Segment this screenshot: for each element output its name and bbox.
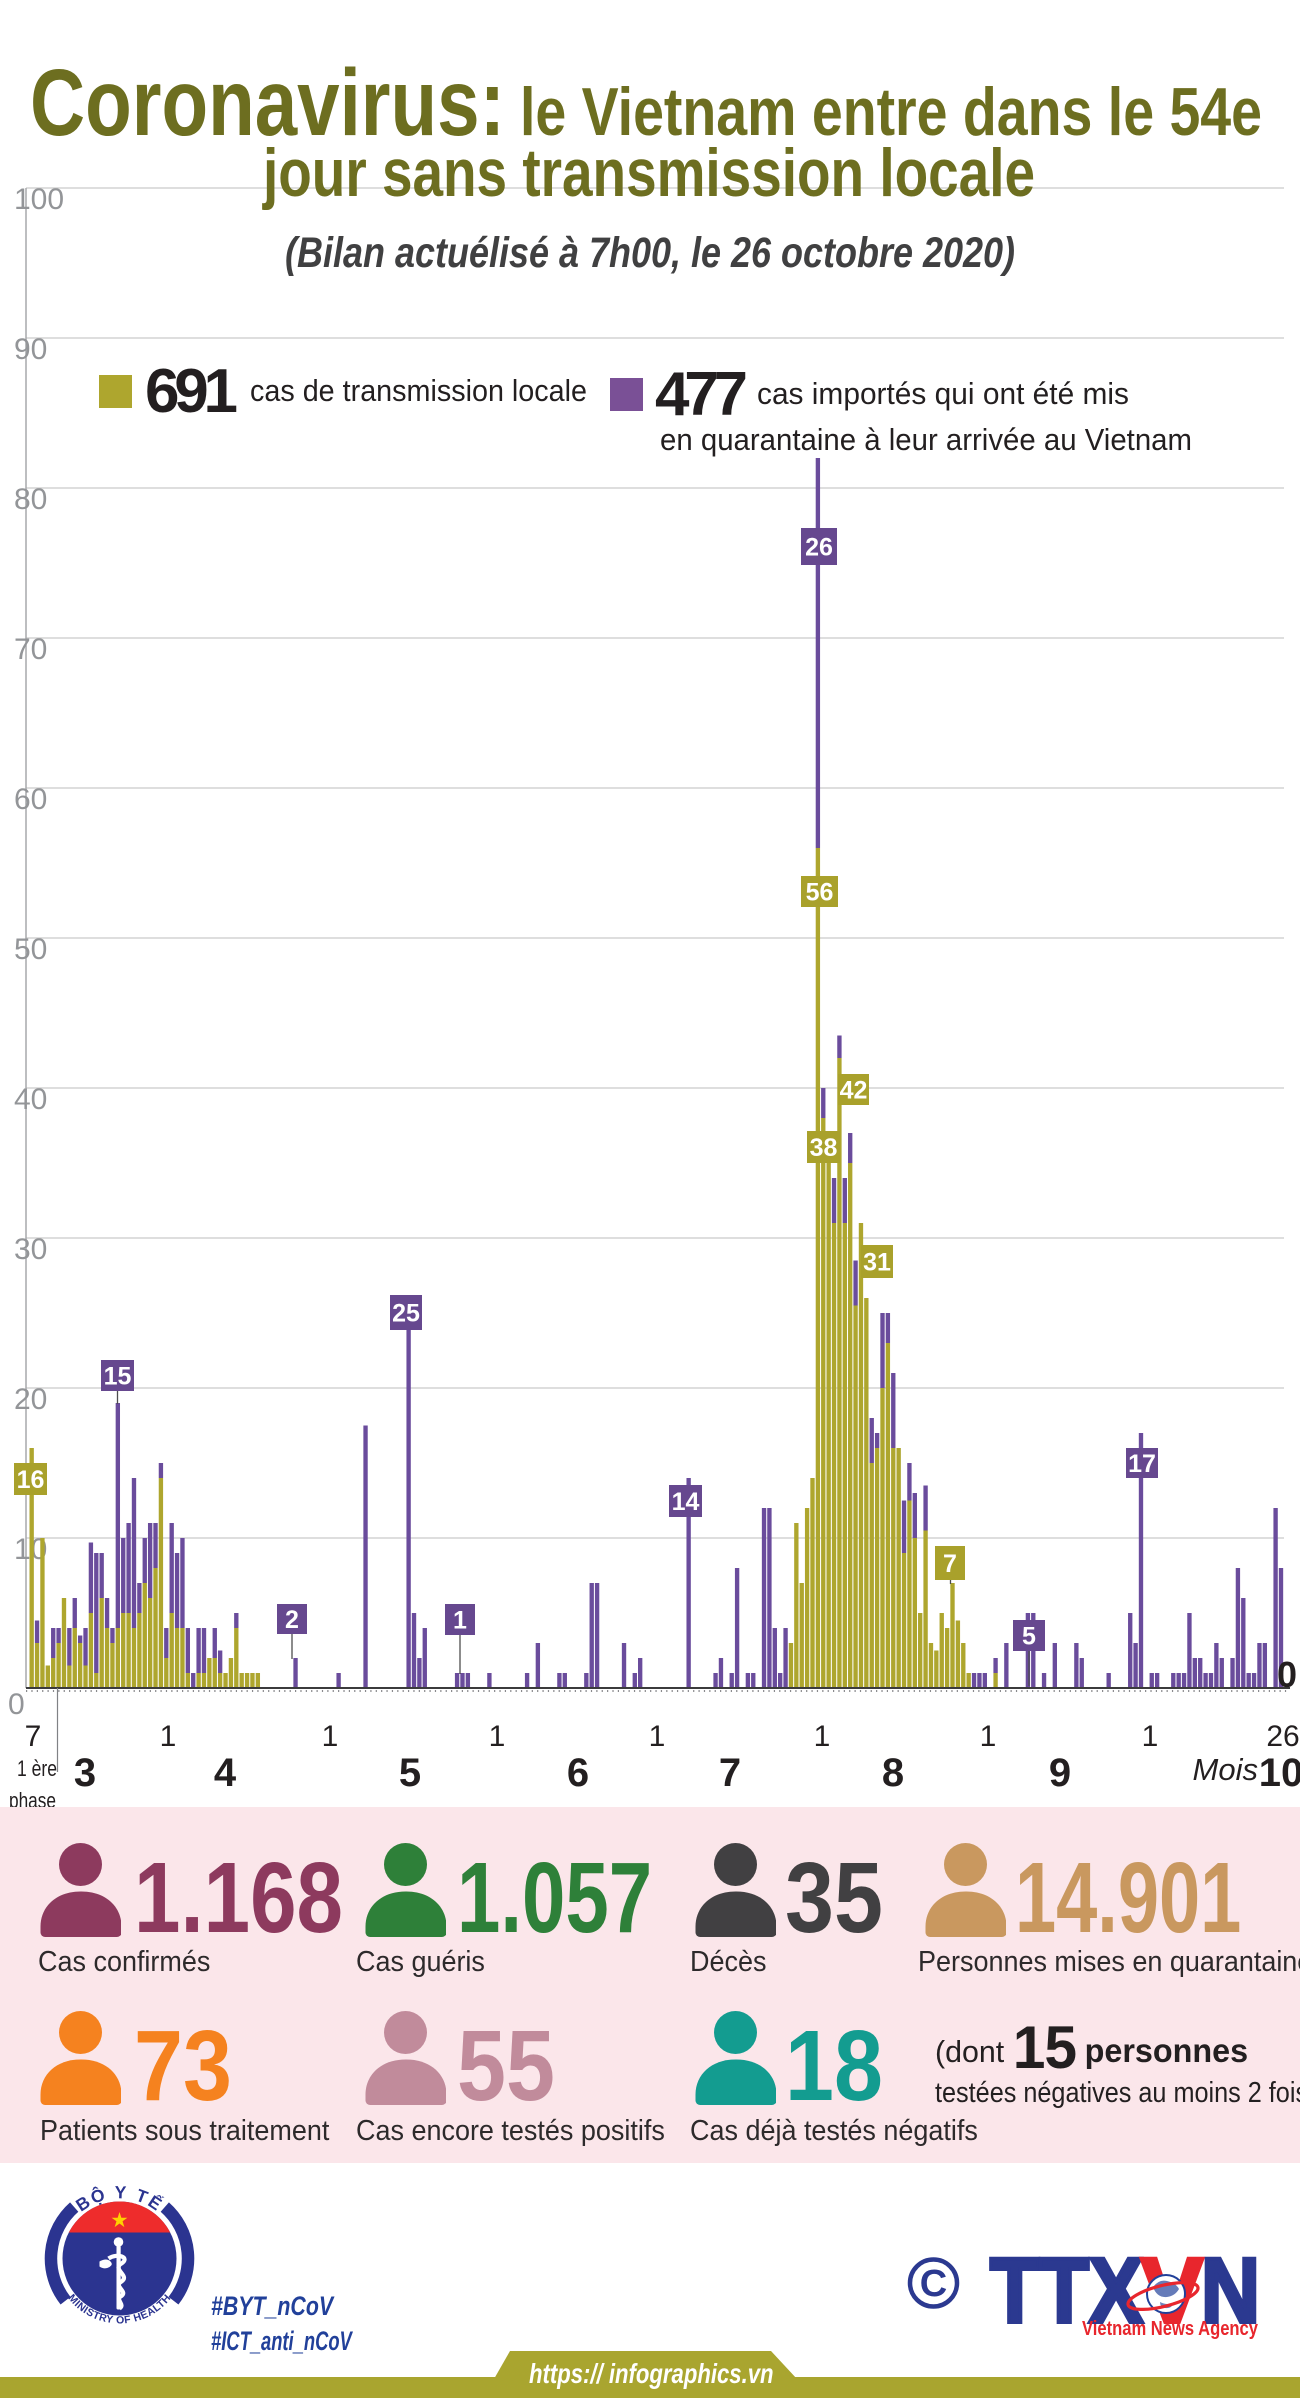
svg-text:1: 1 [814, 1720, 831, 1753]
svg-text:20: 20 [14, 1383, 47, 1416]
svg-text:en quarantaine à leur arrivée: en quarantaine à leur arrivée au Vietnam [660, 422, 1192, 457]
svg-text:10: 10 [1259, 1751, 1300, 1795]
svg-text:42: 42 [840, 1077, 868, 1105]
svg-text:le Vietnam entre dans le 54e: le Vietnam entre dans le 54e [520, 74, 1262, 150]
svg-text:Coronavirus:: Coronavirus: [30, 50, 505, 156]
svg-text:31: 31 [863, 1249, 891, 1277]
svg-text:8: 8 [882, 1751, 904, 1795]
svg-text:5: 5 [1022, 1623, 1036, 1651]
svg-text:Mois: Mois [1193, 1752, 1258, 1787]
svg-text:70: 70 [14, 633, 47, 666]
svg-text:0: 0 [8, 1688, 25, 1721]
svg-text:25: 25 [392, 1300, 420, 1328]
svg-text:100: 100 [14, 183, 64, 216]
svg-text:38: 38 [810, 1134, 838, 1162]
svg-text:7: 7 [25, 1720, 42, 1753]
svg-text:50: 50 [14, 933, 47, 966]
svg-text:80: 80 [14, 483, 47, 516]
svg-text:691: 691 [145, 357, 238, 426]
svg-text:15: 15 [104, 1363, 132, 1391]
svg-text:2: 2 [285, 1606, 299, 1634]
svg-text:Vietnam News Agency: Vietnam News Agency [1082, 2318, 1259, 2340]
svg-text:26: 26 [805, 534, 833, 562]
svg-text:4: 4 [214, 1751, 237, 1795]
svg-text:1 ère: 1 ère [17, 1756, 57, 1781]
svg-text:90: 90 [14, 333, 47, 366]
svg-text:0: 0 [1277, 1654, 1297, 1695]
svg-text:C: C [920, 2263, 947, 2305]
svg-text:56: 56 [806, 879, 834, 907]
svg-text:6: 6 [567, 1751, 589, 1795]
svg-text:3: 3 [74, 1751, 96, 1795]
svg-text:60: 60 [14, 783, 47, 816]
svg-text:jour sans transmission locale: jour sans transmission locale [261, 135, 1035, 211]
svg-text:1: 1 [980, 1720, 997, 1753]
svg-text:N: N [1201, 2240, 1260, 2342]
svg-text:cas importés qui ont été mis: cas importés qui ont été mis [757, 376, 1129, 411]
svg-text:(Bilan actuélisé à 7h00, le 26: (Bilan actuélisé à 7h00, le 26 octobre 2… [285, 229, 1015, 277]
svg-text:1: 1 [322, 1720, 339, 1753]
svg-text:TTX: TTX [990, 2240, 1143, 2342]
svg-text:1: 1 [1142, 1720, 1159, 1753]
svg-text:1: 1 [160, 1720, 177, 1753]
svg-text:cas de transmission locale: cas de transmission locale [250, 373, 587, 408]
svg-text:26: 26 [1266, 1720, 1299, 1753]
svg-text:1: 1 [453, 1607, 467, 1635]
svg-text:5: 5 [399, 1751, 421, 1795]
svg-text:14: 14 [672, 1488, 700, 1516]
svg-text:477: 477 [655, 360, 748, 429]
svg-text:30: 30 [14, 1233, 47, 1266]
svg-text:16: 16 [17, 1466, 45, 1494]
svg-text:7: 7 [719, 1751, 741, 1795]
svg-text:40: 40 [14, 1083, 47, 1116]
svg-text:7: 7 [943, 1550, 957, 1578]
svg-text:9: 9 [1049, 1751, 1071, 1795]
svg-text:1: 1 [489, 1720, 506, 1753]
svg-text:17: 17 [1128, 1450, 1156, 1478]
svg-text:1: 1 [649, 1720, 666, 1753]
